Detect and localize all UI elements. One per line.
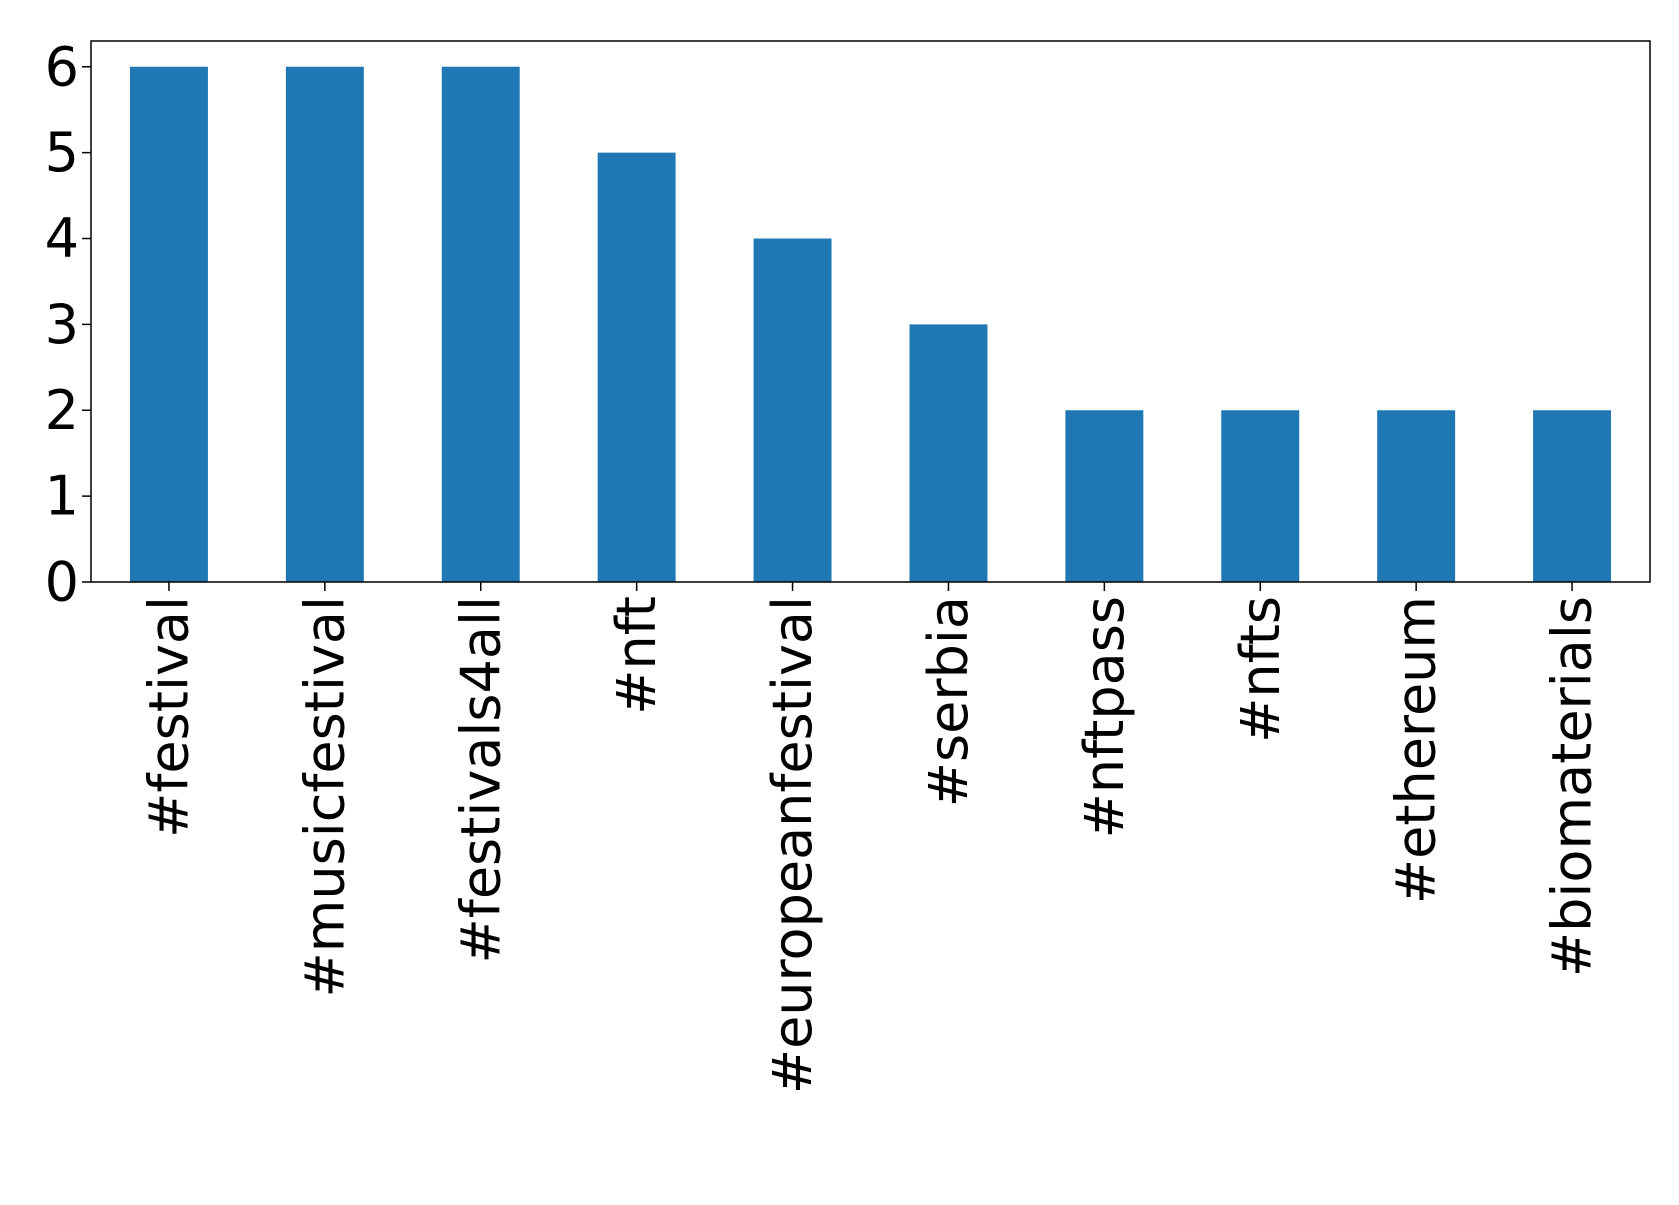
y-tick-label: 6 bbox=[45, 35, 79, 98]
y-tick-label: 3 bbox=[45, 293, 79, 356]
bar-serbia bbox=[909, 324, 988, 582]
bar-nfts bbox=[1221, 410, 1300, 582]
x-tick-label: #festivals4all bbox=[449, 596, 512, 963]
bar-festival bbox=[129, 66, 208, 582]
bar-ethereum bbox=[1377, 410, 1456, 582]
x-tick-label: #ethereum bbox=[1385, 596, 1448, 904]
bars-layer bbox=[129, 66, 1612, 582]
x-tick-label: #europeanfestival bbox=[761, 596, 824, 1094]
bar-biomaterials bbox=[1533, 410, 1612, 582]
y-tick-label: 4 bbox=[45, 207, 79, 270]
x-tick-label: #nft bbox=[605, 596, 668, 715]
y-tick-label: 5 bbox=[45, 121, 79, 184]
y-tick-label: 2 bbox=[45, 379, 79, 442]
plot-frame bbox=[90, 40, 1651, 583]
x-tick-label: #nfts bbox=[1229, 596, 1292, 743]
bar-musicfestival bbox=[285, 66, 364, 582]
x-tick-label: #festival bbox=[137, 596, 200, 838]
x-tick-label: #serbia bbox=[917, 596, 980, 807]
y-axis: 0 1 2 3 4 5 6 bbox=[45, 35, 91, 614]
y-tick-label: 0 bbox=[45, 551, 79, 614]
bar-nft bbox=[597, 152, 676, 582]
x-axis: #festival #musicfestival #festivals4all #nf… bbox=[137, 582, 1604, 1094]
x-tick-label: #biomaterials bbox=[1541, 596, 1604, 977]
bar-festivals4all bbox=[441, 66, 520, 582]
bar-nftpass bbox=[1065, 410, 1144, 582]
x-tick-label: #nftpass bbox=[1073, 596, 1136, 838]
y-tick-label: 1 bbox=[45, 465, 79, 528]
bar-europeanfestival bbox=[753, 238, 832, 582]
x-tick-label: #musicfestival bbox=[293, 596, 356, 998]
